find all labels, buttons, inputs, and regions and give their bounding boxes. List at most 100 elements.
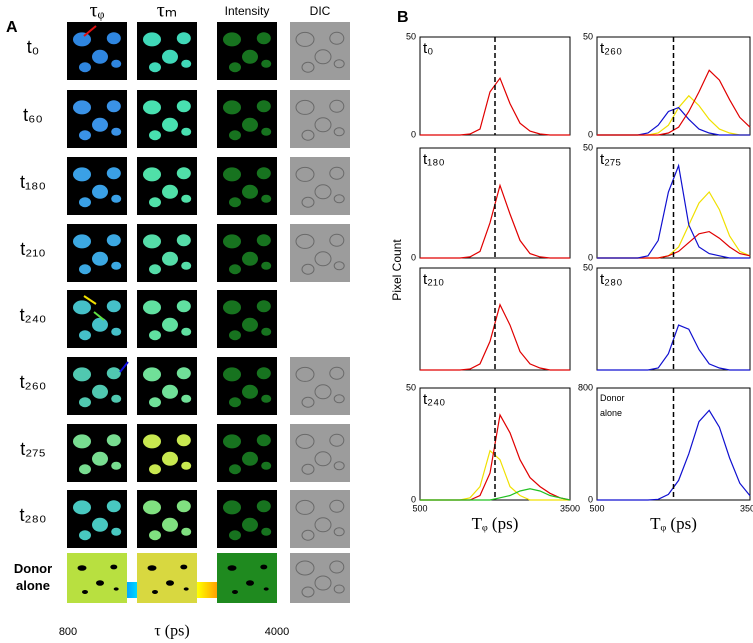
gap (110, 564, 118, 570)
cell (223, 434, 241, 449)
column-header: τᵩ (90, 0, 105, 22)
cell (73, 234, 91, 249)
dic-cell (333, 394, 345, 404)
dic-cell (314, 575, 332, 591)
y-tick-label: 50 (583, 262, 593, 272)
cell (162, 451, 178, 466)
cell (223, 167, 241, 182)
cell (261, 261, 272, 270)
cell (106, 500, 121, 513)
arrow (83, 25, 97, 37)
cell (181, 59, 192, 68)
gap (113, 587, 119, 591)
cell (223, 32, 241, 47)
dic-image (290, 90, 350, 148)
dic-image (290, 157, 350, 215)
gap (263, 587, 269, 591)
gap (183, 587, 189, 591)
cell (79, 264, 91, 275)
chart-title: t₂₆₀ (600, 40, 623, 57)
dic-cell (329, 560, 345, 574)
cell (176, 500, 191, 513)
gap (260, 564, 268, 570)
cell (229, 530, 241, 541)
cell (92, 317, 108, 332)
cell (92, 384, 108, 399)
cell (176, 167, 191, 180)
cell (106, 434, 121, 447)
cell (111, 527, 122, 536)
dic-cell (314, 517, 332, 533)
cell (92, 451, 108, 466)
x-axis-label: Tᵩ (ps) (472, 514, 519, 533)
dic-cell (333, 261, 345, 271)
cell (256, 434, 271, 447)
row-label: t₂₁₀ (20, 239, 46, 259)
cell (261, 327, 272, 336)
cell (261, 527, 272, 536)
dic-cell (301, 529, 315, 541)
dic-cell (295, 99, 315, 115)
y-tick-label: 50 (583, 142, 593, 152)
cell (111, 59, 122, 68)
panel-label: B (397, 9, 409, 26)
dic-cell (301, 263, 315, 275)
cell (242, 517, 258, 532)
cell (143, 434, 161, 449)
gap (246, 580, 254, 586)
cell (73, 367, 91, 382)
cell (181, 127, 192, 136)
cell (261, 194, 272, 203)
cell (162, 251, 178, 266)
cell (229, 397, 241, 408)
cell (79, 197, 91, 208)
cell (261, 394, 272, 403)
cell (176, 234, 191, 247)
histogram-line (420, 488, 571, 501)
cell (111, 394, 122, 403)
cell (92, 184, 108, 199)
chart-title: t₂₈₀ (600, 271, 623, 288)
cell (149, 330, 161, 341)
cell (256, 367, 271, 380)
cell (223, 100, 241, 115)
dic-cell (295, 366, 315, 382)
cell (176, 434, 191, 447)
cell (111, 127, 122, 136)
cell (261, 461, 272, 470)
dic-cell (329, 166, 345, 180)
dic-cell (314, 451, 332, 467)
cell (92, 49, 108, 64)
dic-image (290, 357, 350, 415)
dic-cell (329, 366, 345, 380)
dic-cell (314, 251, 332, 267)
cell (73, 167, 91, 182)
cell (181, 194, 192, 203)
dic-cell (333, 584, 345, 594)
cell (181, 461, 192, 470)
arrow (119, 361, 129, 373)
cell (143, 32, 161, 47)
cell (256, 300, 271, 313)
cell (111, 261, 122, 270)
cell (176, 367, 191, 380)
dic-cell (295, 499, 315, 515)
column-header: DIC (310, 4, 331, 18)
cell (162, 49, 178, 64)
cell (229, 464, 241, 475)
dic-cell (333, 59, 345, 69)
cell (256, 167, 271, 180)
cell (229, 330, 241, 341)
dic-cell (329, 433, 345, 447)
image (137, 553, 197, 603)
cell (106, 32, 121, 45)
cell (106, 234, 121, 247)
dic-cell (333, 127, 345, 137)
image (217, 553, 277, 603)
dic-cell (301, 586, 315, 598)
gap (180, 564, 188, 570)
image (67, 553, 127, 603)
arrow (83, 295, 97, 305)
